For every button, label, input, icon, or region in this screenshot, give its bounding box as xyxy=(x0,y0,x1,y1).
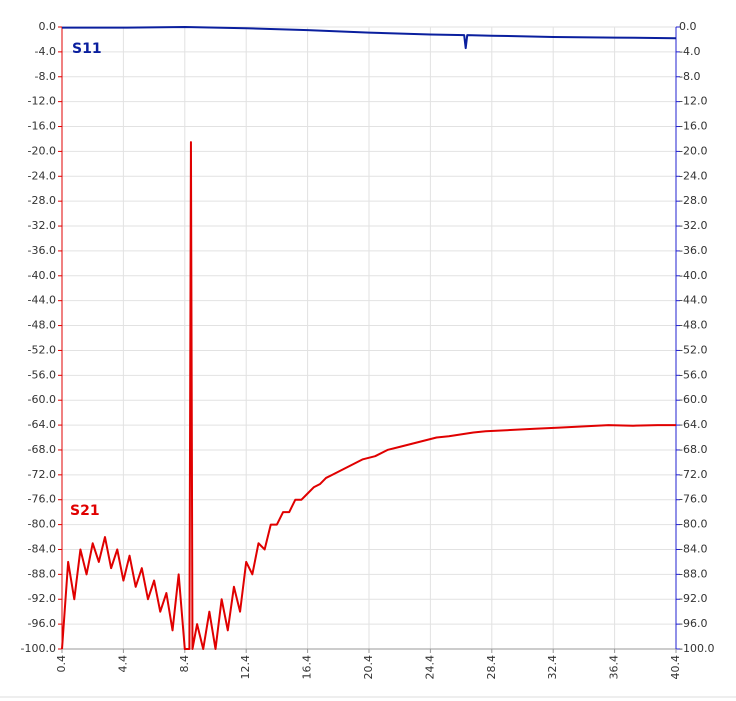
y-tick-label: -80.0 xyxy=(28,518,56,531)
series-line xyxy=(62,26,677,50)
y2-tick-label: -20.0 xyxy=(679,144,707,157)
y-tick-label: -60.0 xyxy=(28,393,56,406)
y-tick-label: -96.0 xyxy=(28,617,56,630)
y-tick-label: -4.0 xyxy=(35,45,56,58)
y-tick-label: -100.0 xyxy=(21,642,56,655)
x-tick-label: 0.4 xyxy=(55,655,68,673)
y2-tick-label: -44.0 xyxy=(679,294,707,307)
x-tick-label: 28.4 xyxy=(485,655,498,680)
x-tick-label: 4.4 xyxy=(116,655,129,673)
y2-tick-label: -64.0 xyxy=(679,418,707,431)
y2-tick-label: -84.0 xyxy=(679,542,707,555)
y2-tick-label: -36.0 xyxy=(679,244,707,257)
y2-tick-label: -32.0 xyxy=(679,219,707,232)
y2-tick-label: -8.0 xyxy=(679,70,700,83)
x-tick-label: 36.4 xyxy=(608,655,621,680)
x-tick-label: 8.4 xyxy=(178,655,191,673)
y-tick-label: -72.0 xyxy=(28,468,56,481)
y2-tick-label: -68.0 xyxy=(679,443,707,456)
y2-tick-label: -52.0 xyxy=(679,343,707,356)
y2-tick-label: -88.0 xyxy=(679,567,707,580)
y2-tick-label: 0.0 xyxy=(679,20,697,33)
y-tick-label: -52.0 xyxy=(28,343,56,356)
y2-tick-label: -12.0 xyxy=(679,95,707,108)
x-tick-label: 20.4 xyxy=(362,655,375,680)
y-tick-label: -16.0 xyxy=(28,120,56,133)
x-tick-label: 40.4 xyxy=(669,655,682,680)
y-tick-label: -20.0 xyxy=(28,144,56,157)
y2-tick-label: -96.0 xyxy=(679,617,707,630)
x-tick-label: 32.4 xyxy=(546,655,559,680)
y-tick-label: -64.0 xyxy=(28,418,56,431)
series-label: S11 xyxy=(72,41,102,57)
y-tick-label: -88.0 xyxy=(28,567,56,580)
y-tick-label: -8.0 xyxy=(35,70,56,83)
y2-tick-label: -80.0 xyxy=(679,518,707,531)
y2-tick-label: -28.0 xyxy=(679,194,707,207)
y-tick-label: -40.0 xyxy=(28,269,56,282)
y-tick-label: -84.0 xyxy=(28,542,56,555)
y2-tick-label: -76.0 xyxy=(679,493,707,506)
x-tick-label: 24.4 xyxy=(423,655,436,680)
y2-tick-label: -72.0 xyxy=(679,468,707,481)
y-tick-label: -92.0 xyxy=(28,592,56,605)
y-tick-label: -76.0 xyxy=(28,493,56,506)
y2-tick-label: -92.0 xyxy=(679,592,707,605)
x-tick-label: 16.4 xyxy=(301,655,314,680)
y2-tick-label: -4.0 xyxy=(679,45,700,58)
y2-tick-label: -56.0 xyxy=(679,368,707,381)
y2-tick-label: -100.0 xyxy=(679,642,714,655)
y2-tick-label: -40.0 xyxy=(679,269,707,282)
y-tick-label: 0.0 xyxy=(39,20,57,33)
y-tick-label: -68.0 xyxy=(28,443,56,456)
series-label: S21 xyxy=(70,503,100,519)
y-tick-label: -12.0 xyxy=(28,95,56,108)
y-tick-label: -48.0 xyxy=(28,319,56,332)
y2-tick-label: -48.0 xyxy=(679,319,707,332)
y-tick-label: -44.0 xyxy=(28,294,56,307)
y-tick-label: -28.0 xyxy=(28,194,56,207)
y2-tick-label: -16.0 xyxy=(679,120,707,133)
y-tick-label: -36.0 xyxy=(28,244,56,257)
y2-tick-label: -24.0 xyxy=(679,169,707,182)
y-tick-label: -56.0 xyxy=(28,368,56,381)
y-tick-label: -32.0 xyxy=(28,219,56,232)
x-tick-label: 12.4 xyxy=(239,655,252,680)
y2-tick-label: -60.0 xyxy=(679,393,707,406)
series-line xyxy=(61,141,676,650)
y-tick-label: -24.0 xyxy=(28,169,56,182)
